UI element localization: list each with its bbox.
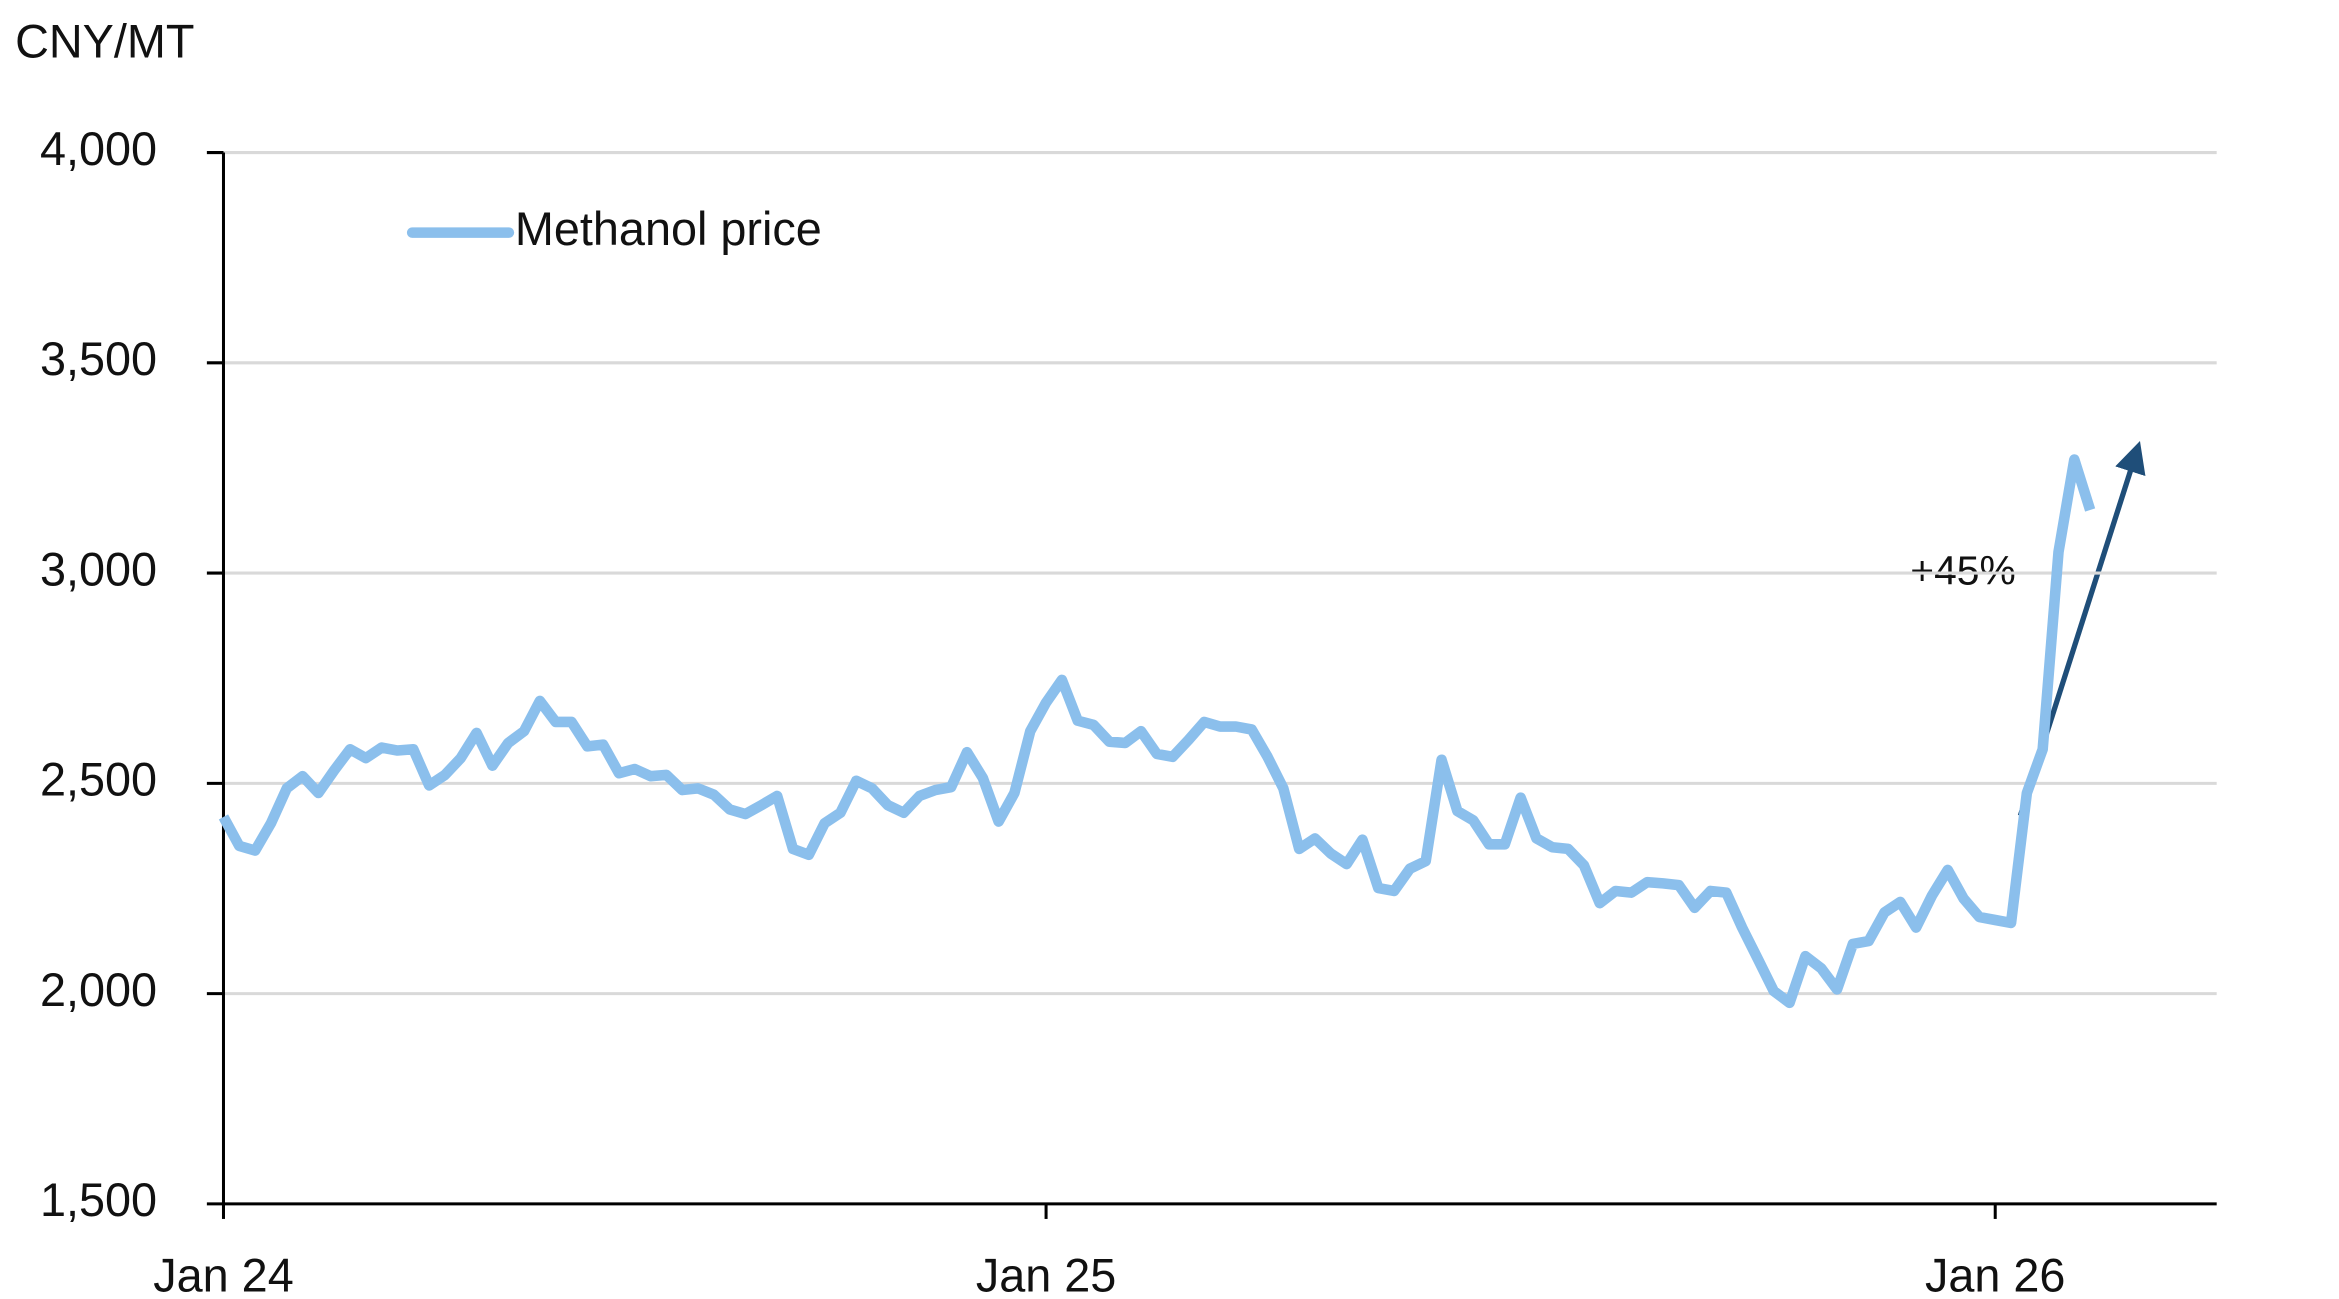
line	[218, 454, 2096, 1009]
y-tick-label: 4,000	[40, 123, 157, 175]
x-tick-label: Jan 25	[976, 1250, 1116, 1299]
y-tick-label: 3,000	[40, 543, 157, 595]
annotation: +45%	[1910, 548, 2015, 594]
x-tick-label: Jan 24	[153, 1250, 293, 1299]
y-axis-label: CNY/MT	[15, 16, 194, 68]
y-tick-label: 3,500	[40, 333, 157, 385]
y-tick-label: 2,000	[40, 964, 157, 1016]
y-tick-label: 2,500	[40, 754, 157, 806]
x-tick-label: Jan 26	[1925, 1250, 2065, 1299]
y-tick-label: 1,500	[40, 1174, 157, 1226]
legend-label: Methanol price	[515, 203, 822, 255]
